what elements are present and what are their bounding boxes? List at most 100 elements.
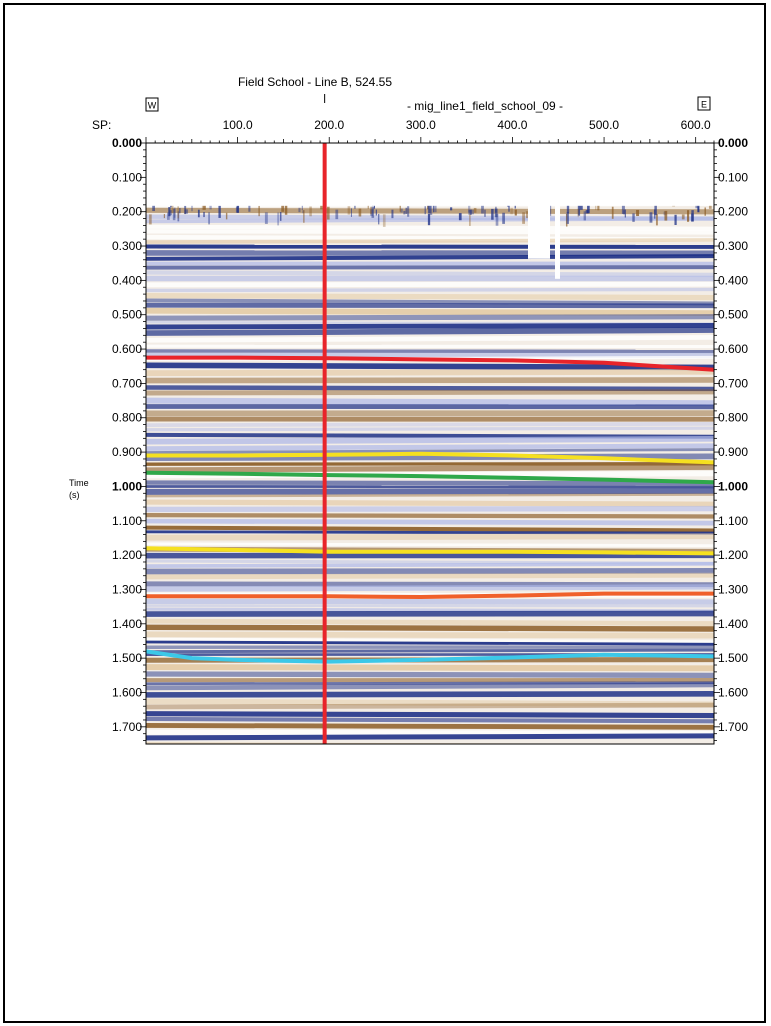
noise-trace-18 — [636, 209, 640, 217]
reflector-band-56 — [146, 518, 714, 526]
noise-trace-116 — [697, 206, 700, 213]
noise-trace-95 — [611, 206, 614, 219]
reflector-band-58 — [146, 530, 714, 535]
noise-trace-9 — [301, 205, 303, 211]
noise-trace-49 — [191, 205, 193, 212]
y-tick-label-right-15: 1.500 — [718, 651, 748, 665]
noise-trace-2 — [407, 206, 410, 217]
y-tick-label-left-2: 0.200 — [112, 205, 142, 219]
noise-trace-21 — [495, 206, 497, 213]
reflector-band-64 — [146, 561, 714, 568]
noise-trace-88 — [481, 203, 484, 214]
noise-trace-55 — [163, 213, 165, 219]
reflector-band-13 — [146, 270, 714, 278]
noise-trace-42 — [458, 213, 462, 221]
y-tick-label-left-0: 0.000 — [112, 136, 142, 150]
reflector-band-10 — [146, 254, 714, 261]
reflector-band-66 — [146, 572, 714, 580]
noise-trace-128 — [427, 213, 431, 226]
reflector-band-68 — [146, 584, 714, 592]
noise-trace-98 — [691, 213, 694, 222]
noise-trace-12 — [695, 204, 699, 209]
noise-trace-52 — [303, 210, 305, 223]
y-tick-label-left-11: 1.100 — [112, 514, 142, 528]
trace-gap-1 — [555, 198, 560, 279]
noise-trace-123 — [654, 203, 657, 216]
noise-trace-111 — [279, 212, 282, 221]
noise-trace-127 — [473, 207, 477, 213]
reflector-band-43 — [146, 443, 714, 451]
y-tick-label-right-17: 1.700 — [718, 720, 748, 734]
chart-subtitle: - mig_line1_field_school_09 - — [407, 99, 563, 113]
reflector-band-55 — [146, 512, 714, 519]
reflector-band-21 — [146, 314, 714, 321]
noise-trace-74 — [167, 212, 170, 220]
reflector-band-51 — [146, 487, 714, 495]
noise-trace-66 — [525, 211, 529, 219]
reflector-band-92 — [146, 716, 714, 724]
reflector-band-93 — [146, 722, 714, 730]
x-tick-label-3: 400.0 — [497, 118, 527, 132]
reflector-band-87 — [146, 682, 714, 691]
noise-trace-125 — [152, 202, 155, 212]
noise-trace-25 — [209, 204, 212, 210]
noise-trace-4 — [494, 208, 498, 218]
reflector-band-14 — [146, 275, 714, 282]
noise-trace-132 — [549, 204, 552, 216]
noise-trace-26 — [577, 205, 581, 216]
noise-trace-47 — [687, 210, 690, 222]
noise-trace-53 — [235, 206, 239, 213]
y-tick-label-left-15: 1.500 — [112, 651, 142, 665]
noise-trace-40 — [284, 204, 288, 215]
reflector-band-26 — [146, 344, 714, 349]
reflector-band-23 — [146, 322, 714, 330]
reflector-band-59 — [146, 533, 714, 541]
noise-trace-73 — [168, 207, 171, 217]
noise-trace-28 — [704, 207, 707, 216]
noise-trace-75 — [508, 202, 510, 212]
y-tick-label-left-14: 1.400 — [112, 617, 142, 631]
reflector-band-60 — [146, 542, 714, 548]
horizon-3 — [146, 470, 714, 485]
pre-data-blank — [146, 143, 714, 206]
y-tick-label-left-4: 0.400 — [112, 273, 142, 287]
noise-trace-44 — [468, 209, 472, 215]
reflector-band-27 — [146, 349, 714, 354]
noise-trace-129 — [203, 211, 205, 218]
noise-trace-5 — [471, 209, 474, 215]
reflector-band-17 — [146, 293, 714, 301]
reflector-band-84 — [146, 671, 714, 679]
y-tick-label-right-1: 0.100 — [718, 170, 748, 184]
reflector-band-19 — [146, 302, 714, 309]
noise-trace-72 — [169, 210, 173, 216]
end-marker-west: W — [145, 97, 159, 112]
noise-trace-35 — [434, 201, 437, 213]
reflector-band-36 — [146, 404, 714, 410]
noise-trace-32 — [236, 205, 240, 213]
y-tick-label-left-7: 0.700 — [112, 376, 142, 390]
reflector-band-80 — [146, 648, 714, 654]
noise-trace-13 — [632, 213, 635, 222]
noise-trace-17 — [468, 203, 471, 213]
x-tick-label-1: 200.0 — [314, 118, 344, 132]
horizon-2 — [146, 451, 714, 465]
reflector-band-91 — [146, 711, 714, 719]
y-tick-label-right-9: 0.900 — [718, 445, 748, 459]
noise-trace-103 — [171, 203, 174, 214]
y-tick-label-right-7: 0.700 — [718, 376, 748, 390]
noise-trace-84 — [624, 209, 626, 218]
noise-trace-135 — [218, 205, 221, 218]
noise-trace-20 — [172, 208, 176, 221]
noise-trace-79 — [298, 207, 301, 213]
x-tick-label-5: 600.0 — [681, 118, 711, 132]
noise-trace-37 — [664, 210, 668, 221]
y-tick-label-left-17: 1.700 — [112, 720, 142, 734]
reflector-band-83 — [146, 664, 714, 672]
noise-trace-120 — [469, 214, 471, 226]
reflector-band-74 — [146, 618, 714, 626]
reflector-band-20 — [146, 307, 714, 316]
trace-gap-0 — [528, 198, 550, 259]
noise-trace-94 — [277, 212, 280, 226]
noise-trace-64 — [424, 206, 426, 215]
